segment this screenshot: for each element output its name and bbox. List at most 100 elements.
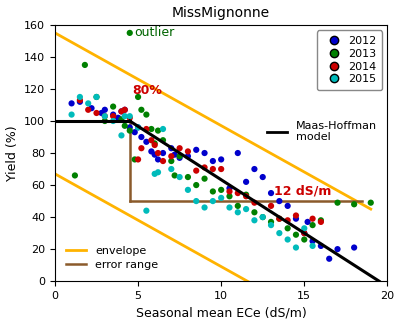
2012 [309, 239, 316, 244]
2015 [135, 125, 141, 130]
2014 [243, 194, 249, 199]
2013 [309, 223, 316, 228]
2015 [260, 214, 266, 220]
2013 [185, 175, 191, 180]
2012 [326, 256, 332, 261]
2014 [309, 216, 316, 221]
2014 [160, 158, 166, 163]
2013 [82, 62, 88, 68]
2014 [318, 219, 324, 225]
2014 [210, 166, 216, 172]
2012 [77, 99, 83, 104]
2012 [226, 186, 233, 191]
2012 [334, 247, 341, 252]
2015 [176, 175, 183, 180]
2012 [251, 166, 258, 172]
2013 [172, 173, 178, 178]
2013 [351, 202, 357, 207]
2012 [135, 125, 141, 130]
2015 [143, 208, 150, 213]
2014 [168, 154, 174, 159]
2013 [334, 200, 341, 205]
2015 [110, 118, 116, 124]
Text: 12 dS/m: 12 dS/m [274, 185, 332, 198]
2015 [93, 94, 100, 99]
2014 [77, 98, 83, 103]
2015 [185, 187, 191, 192]
2014 [93, 111, 100, 116]
2013 [152, 141, 158, 146]
2013 [284, 226, 291, 231]
2013 [110, 104, 116, 109]
Y-axis label: Yield (%): Yield (%) [6, 125, 18, 181]
2012 [138, 135, 144, 140]
2015 [152, 171, 158, 176]
2012 [168, 146, 174, 151]
2013 [118, 117, 125, 122]
Legend: envelope, error range: envelope, error range [60, 240, 164, 276]
2013 [132, 157, 138, 162]
2012 [268, 190, 274, 196]
2012 [304, 219, 311, 225]
2013 [260, 214, 266, 220]
Point [126, 30, 133, 35]
2014 [122, 107, 128, 112]
X-axis label: Seasonal mean ECe (dS/m): Seasonal mean ECe (dS/m) [136, 306, 306, 319]
2015 [77, 94, 83, 99]
2012 [185, 154, 191, 159]
2014 [85, 107, 92, 112]
2012 [218, 157, 224, 162]
2015 [68, 112, 75, 117]
2013 [72, 173, 78, 178]
2013 [143, 112, 150, 117]
2014 [284, 218, 291, 223]
2012 [143, 139, 150, 144]
2015 [218, 195, 224, 201]
2013 [301, 237, 308, 242]
2012 [243, 179, 249, 185]
2015 [243, 206, 249, 212]
2015 [160, 126, 166, 132]
2014 [176, 146, 183, 151]
2015 [251, 218, 258, 223]
2015 [301, 226, 308, 231]
2013 [218, 187, 224, 192]
2013 [201, 176, 208, 181]
2014 [118, 109, 125, 114]
2014 [152, 142, 158, 148]
2013 [318, 218, 324, 223]
2012 [155, 157, 161, 162]
2012 [201, 150, 208, 156]
2012 [152, 152, 158, 157]
2015 [284, 237, 291, 242]
2012 [110, 112, 116, 117]
2015 [276, 230, 282, 236]
2013 [160, 137, 166, 143]
2014 [234, 190, 241, 196]
Title: MissMignonne: MissMignonne [172, 6, 270, 20]
2012 [68, 101, 75, 106]
Text: outlier: outlier [135, 26, 175, 39]
2013 [193, 182, 200, 188]
2013 [155, 128, 161, 133]
2015 [201, 205, 208, 210]
2013 [176, 154, 183, 159]
2012 [122, 107, 128, 112]
2013 [135, 94, 141, 99]
2014 [201, 165, 208, 170]
2012 [351, 245, 357, 250]
2012 [210, 158, 216, 163]
2014 [293, 213, 299, 218]
2014 [138, 146, 144, 151]
2014 [276, 216, 282, 221]
2014 [135, 157, 141, 162]
2014 [193, 168, 200, 173]
2013 [148, 126, 154, 132]
2013 [168, 158, 174, 163]
2013 [243, 192, 249, 197]
2012 [148, 149, 154, 154]
2013 [126, 128, 133, 133]
2012 [284, 203, 291, 208]
2015 [226, 205, 233, 210]
2013 [251, 210, 258, 215]
